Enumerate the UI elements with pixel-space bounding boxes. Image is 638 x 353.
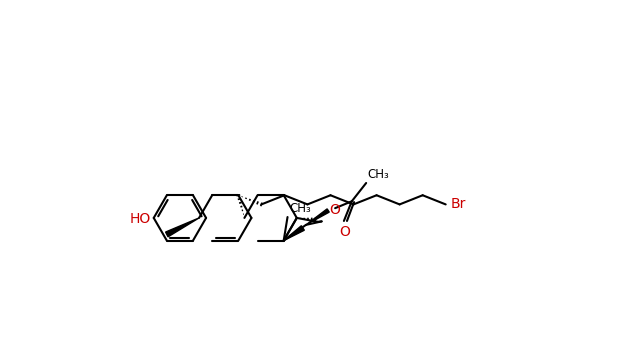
Text: O: O xyxy=(339,225,350,239)
Text: CH₃: CH₃ xyxy=(367,168,389,181)
Polygon shape xyxy=(306,209,329,225)
Text: Br: Br xyxy=(450,197,466,211)
Polygon shape xyxy=(284,226,304,241)
Text: CH₃: CH₃ xyxy=(290,203,311,215)
Text: O: O xyxy=(330,203,341,217)
Polygon shape xyxy=(166,218,199,237)
Text: HO: HO xyxy=(130,213,151,227)
